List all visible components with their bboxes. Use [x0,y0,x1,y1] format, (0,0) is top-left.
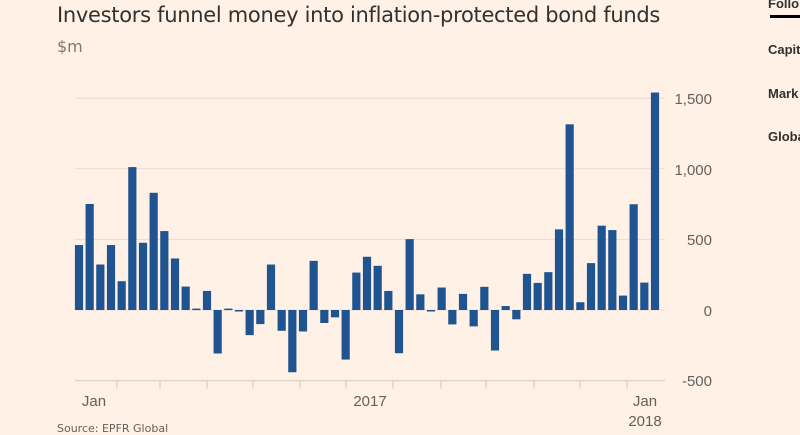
y-tick-label: 1,500 [674,91,712,108]
bar [96,264,105,310]
bar [138,242,148,310]
bar [394,310,404,354]
bar [309,260,318,310]
bar [266,264,276,310]
bar [544,272,553,310]
bar [106,245,116,310]
bar [405,239,414,310]
bar [149,192,158,310]
x-tick-label: 2018 [628,413,661,430]
bar [512,310,521,320]
bar [384,290,393,310]
sidebar-underline [770,15,800,18]
source-note: Source: EPFR Global [57,422,169,435]
bar [469,310,478,327]
bar [234,310,244,312]
x-tick-label: 2017 [353,393,386,410]
bar [128,167,137,310]
bar [629,204,638,310]
bar [74,245,84,310]
bar [224,308,233,311]
chart-title: Investors funnel money into inflation-pr… [57,3,661,27]
bar [117,281,126,310]
bar [650,92,660,310]
bar [160,231,169,310]
y-tick-label: -500 [682,373,712,390]
bar [554,229,564,310]
x-tick-label: Jan [633,393,657,410]
sidebar-item-markets[interactable]: Mark [768,86,799,101]
sidebar-item-global[interactable]: Globa [768,129,800,144]
bar [298,310,308,332]
bar [373,265,382,310]
bar [277,310,286,331]
bar [640,282,649,310]
x-tick-label: Jan [82,393,106,410]
y-tick-label: 0 [704,303,712,320]
bar [416,294,425,310]
bar [256,310,265,325]
bar [192,308,201,311]
bar [426,310,436,312]
bar [597,225,606,310]
bar [202,290,212,310]
bar [320,310,329,323]
bar [170,258,180,310]
bar [245,310,254,336]
bar [352,272,361,310]
bar [480,286,489,310]
y-tick-label: 500 [687,232,712,249]
bar [448,310,457,325]
bar [437,287,446,310]
bar [288,310,297,373]
bar [522,273,532,310]
sidebar-item-capital[interactable]: Capit [768,42,800,57]
bar [330,310,340,318]
bar [181,286,190,310]
bar [608,230,617,310]
bar [213,310,222,354]
bar [85,203,94,310]
bar [533,282,542,310]
bar [576,302,585,310]
bar [565,124,574,311]
bar [618,295,628,310]
y-tick-label: 1,000 [674,162,712,179]
y-axis-unit: $m [57,37,83,56]
bar [458,293,468,310]
bar [362,256,372,310]
bar [490,310,500,351]
bar [341,310,350,360]
bar [586,263,596,310]
bar [501,306,510,310]
sidebar-item-follow[interactable]: Follo [768,0,800,11]
